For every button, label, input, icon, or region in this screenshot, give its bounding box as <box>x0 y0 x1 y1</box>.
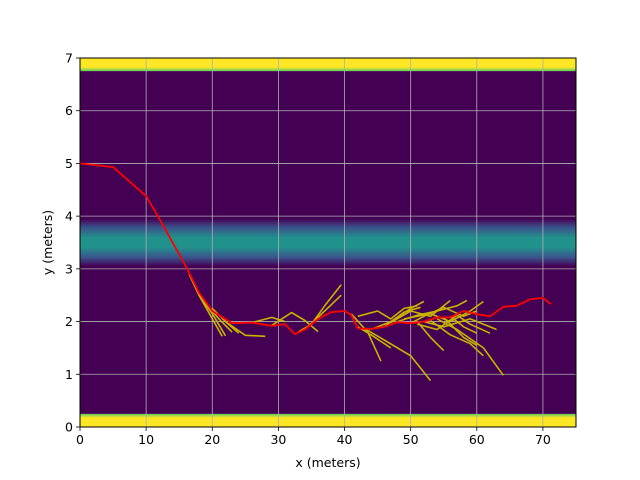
candidate-trajectory-1 <box>198 294 227 337</box>
candidate-trajectory-7 <box>297 284 342 333</box>
y-tick-label: 2 <box>65 314 73 329</box>
candidate-trajectories <box>188 273 504 382</box>
candidate-trajectory-23 <box>443 316 478 346</box>
y-tick-label: 3 <box>65 261 73 276</box>
y-tick-label: 5 <box>65 156 73 171</box>
x-tick-label: 70 <box>535 432 551 447</box>
x-tick-label: 0 <box>76 432 84 447</box>
candidate-trajectory-20 <box>423 318 497 331</box>
y-tick-label: 7 <box>65 51 73 66</box>
executed-trajectory-group <box>80 162 552 336</box>
candidate-trajectory-21 <box>430 319 484 357</box>
x-tick-label: 50 <box>403 432 419 447</box>
candidate-trajectory-18 <box>410 306 478 324</box>
y-tick-label: 6 <box>65 103 73 118</box>
lane-marking-band <box>80 218 576 267</box>
x-axis-ticks: 0 10 20 30 40 50 60 70 <box>76 427 551 447</box>
candidate-trajectory-25 <box>449 315 478 334</box>
y-tick-label: 4 <box>65 209 73 224</box>
candidate-trajectory-6 <box>271 311 319 333</box>
plot-area <box>80 58 576 427</box>
grid-lines <box>80 58 576 427</box>
candidate-trajectory-4 <box>225 320 266 338</box>
bottom-road-edge-band <box>80 413 576 427</box>
x-axis-label: x (meters) <box>295 455 360 470</box>
x-tick-label: 20 <box>204 432 220 447</box>
y-axis-label: y (meters) <box>40 210 55 275</box>
y-tick-label: 0 <box>65 420 73 435</box>
candidate-trajectory-17 <box>403 300 484 323</box>
top-road-edge-band <box>80 58 576 72</box>
candidate-trajectory-22 <box>436 318 504 376</box>
x-tick-label: 40 <box>337 432 353 447</box>
candidate-trajectory-19 <box>417 314 491 334</box>
x-tick-label: 10 <box>138 432 154 447</box>
series-line-executed-trajectory <box>80 162 552 336</box>
x-tick-label: 30 <box>270 432 286 447</box>
plot-frame <box>79 57 577 428</box>
y-tick-label: 1 <box>65 367 73 382</box>
candidate-trajectory-24 <box>416 321 445 352</box>
candidate-trajectory-12 <box>357 305 418 320</box>
candidate-trajectory-11 <box>363 327 432 382</box>
x-tick-label: 60 <box>469 432 485 447</box>
y-axis-ticks: 0 1 2 3 4 5 6 7 <box>65 51 80 435</box>
